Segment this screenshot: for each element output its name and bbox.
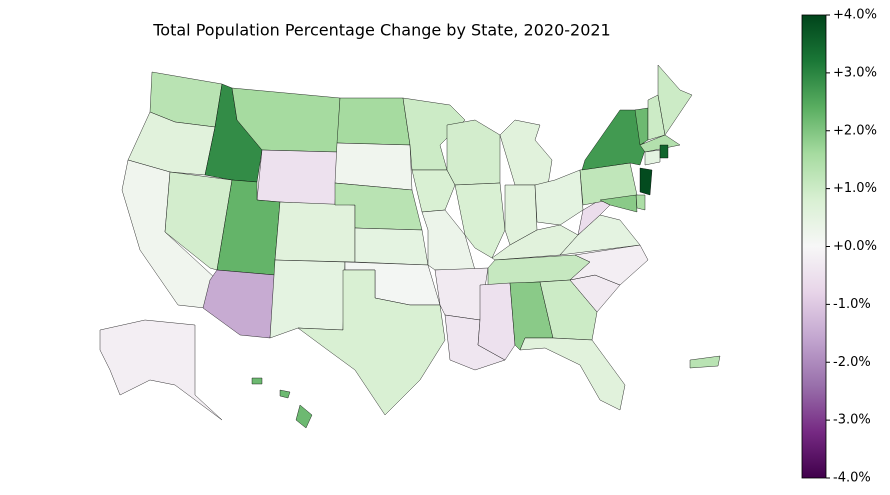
state	[256, 149, 338, 206]
state	[599, 194, 638, 213]
state	[99, 319, 223, 421]
state	[659, 144, 669, 159]
state	[499, 119, 553, 186]
states	[99, 64, 721, 429]
state	[164, 171, 233, 271]
state	[446, 119, 501, 186]
state	[334, 142, 413, 191]
state	[689, 355, 721, 369]
state	[559, 214, 641, 256]
state	[657, 64, 693, 136]
state	[639, 134, 681, 153]
colorbar-tick-label: +1.0%	[833, 181, 877, 196]
chart-title: Total Population Percentage Change by St…	[152, 21, 610, 40]
state	[519, 337, 626, 411]
state	[569, 244, 649, 286]
state	[274, 201, 356, 263]
state	[295, 404, 313, 429]
state	[354, 227, 429, 266]
colorbar-tick-label: -2.0%	[833, 355, 871, 370]
state	[644, 149, 661, 166]
colorbar	[801, 14, 827, 479]
state	[336, 97, 411, 146]
state	[581, 109, 646, 171]
colorbar-tick-label: +3.0%	[833, 65, 877, 80]
state	[539, 279, 598, 341]
colorbar-tick-label: -3.0%	[833, 413, 871, 428]
state	[639, 167, 653, 196]
colorbar-tick-label: +0.0%	[833, 239, 877, 254]
state	[411, 169, 456, 213]
colorbar-tick-label: +2.0%	[833, 123, 877, 138]
state	[251, 377, 263, 385]
colorbar-tick-label: +4.0%	[833, 8, 877, 23]
colorbar-tick-label: -1.0%	[833, 297, 871, 312]
state	[269, 259, 346, 339]
colorbar-tick-label: -4.0%	[833, 471, 871, 486]
state	[297, 269, 446, 416]
state	[279, 389, 291, 399]
colorbar-axis: -4.0% -3.0% -2.0% -1.0% +0.0% +1.0% +2.0% +3.0%…	[826, 8, 877, 486]
state	[202, 269, 276, 339]
state	[635, 194, 646, 211]
state	[402, 97, 466, 171]
